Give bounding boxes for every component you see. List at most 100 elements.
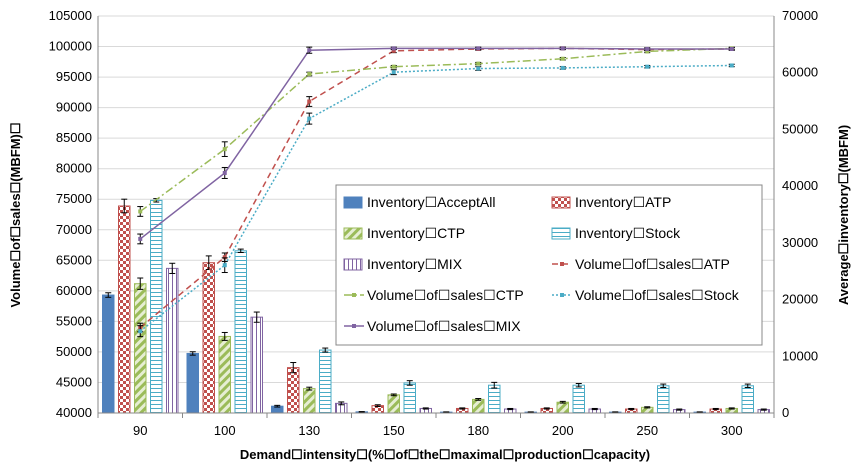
legend-swatch [343, 196, 363, 209]
data-point [307, 116, 312, 121]
bar [572, 384, 585, 414]
y-tick-label: 95000 [56, 69, 92, 84]
y-tick-label: 60000 [56, 283, 92, 298]
legend-label: Inventory☐MIX [367, 256, 463, 272]
data-point [729, 46, 734, 51]
x-tick-label: 100 [214, 423, 236, 438]
data-point [645, 64, 650, 69]
x-tick-label: 180 [467, 423, 489, 438]
bar [556, 401, 569, 414]
y-tick-label: 65000 [56, 252, 92, 267]
legend-label: Inventory☐AcceptAll [367, 194, 496, 210]
y2-tick-label: 70000 [782, 8, 818, 23]
bar [657, 385, 670, 414]
data-point [307, 48, 312, 53]
y-tick-label: 85000 [56, 130, 92, 145]
bar [234, 250, 247, 414]
axes: 40000 45000 50000 55000 60000 65000 70000 75000… [49, 8, 819, 438]
legend-marker [352, 324, 356, 328]
lines [137, 46, 735, 338]
bar [118, 205, 131, 414]
y2-tick-label: 60000 [782, 65, 818, 80]
x-tick-label: 300 [721, 423, 743, 438]
y-tick-label: 40000 [56, 405, 92, 420]
data-point [307, 72, 312, 77]
y2-axis-title: Average☐inventory☐(MBFM) [836, 125, 851, 305]
data-point [476, 46, 481, 51]
y2-tick-label: 40000 [782, 178, 818, 193]
y2-tick-label: 50000 [782, 121, 818, 136]
bar [287, 367, 300, 414]
data-point [645, 49, 650, 54]
legend-marker [352, 293, 356, 297]
data-point [391, 48, 396, 53]
legend-swatch [551, 227, 571, 240]
legend-marker [560, 293, 564, 297]
legend-swatch [343, 227, 363, 240]
y-tick-label: 50000 [56, 344, 92, 359]
y-tick-label: 75000 [56, 191, 92, 206]
legend-label: Inventory☐Stock [575, 225, 681, 241]
data-point [645, 46, 650, 51]
data-point [138, 209, 143, 214]
x-tick-label: 150 [383, 423, 405, 438]
bar [387, 394, 400, 414]
series-line [139, 47, 732, 213]
y2-tick-label: 30000 [782, 235, 818, 250]
data-point [222, 170, 227, 175]
legend-swatch [551, 196, 571, 209]
data-point [222, 263, 227, 268]
x-tick-label: 200 [552, 423, 574, 438]
y-tick-label: 90000 [56, 100, 92, 115]
data-point [222, 255, 227, 260]
data-point [476, 66, 481, 71]
y2-tick-label: 10000 [782, 348, 818, 363]
legend-box [335, 184, 763, 346]
legend-label: Inventory☐CTP [367, 225, 465, 241]
bar [186, 352, 199, 414]
legend-label: Volume☐of☐sales☐ATP [575, 256, 730, 272]
data-point [729, 63, 734, 68]
bar [202, 262, 215, 414]
bar [303, 388, 316, 414]
data-point [560, 65, 565, 70]
bar [319, 349, 332, 414]
y-axis-title: Volume☐of☐sales☐(MBFM)☐ [8, 122, 23, 307]
y-tick-label: 80000 [56, 161, 92, 176]
bars [102, 198, 770, 414]
legend: Inventory☐AcceptAll Inventory☐ATP Inventor… [335, 184, 763, 346]
y2-tick-label: 20000 [782, 292, 818, 307]
data-point [391, 70, 396, 75]
data-point [391, 64, 396, 69]
bar [741, 385, 754, 414]
x-tick-label: 250 [636, 423, 658, 438]
legend-label: Volume☐of☐sales☐Stock [575, 287, 740, 303]
bar [134, 283, 147, 414]
legend-swatch [343, 258, 363, 271]
series-line [139, 47, 732, 240]
bar [403, 382, 416, 414]
x-tick-label: 130 [298, 423, 320, 438]
data-point [138, 236, 143, 241]
y-tick-label: 100000 [49, 39, 92, 54]
bar [250, 316, 263, 414]
data-point [560, 46, 565, 51]
bar [102, 294, 115, 414]
data-point [307, 99, 312, 104]
legend-label: Volume☐of☐sales☐CTP [367, 287, 524, 303]
legend-marker [560, 262, 564, 266]
data-point [560, 56, 565, 61]
data-point [222, 147, 227, 152]
bar [472, 398, 485, 414]
x-tick-label: 90 [133, 423, 147, 438]
bar [166, 267, 179, 414]
y-tick-label: 55000 [56, 313, 92, 328]
y2-tick-label: 0 [782, 405, 789, 420]
data-point [138, 329, 143, 334]
y-tick-label: 70000 [56, 222, 92, 237]
y-tick-label: 105000 [49, 8, 92, 23]
bar [488, 384, 501, 414]
data-point [476, 61, 481, 66]
bar [150, 199, 163, 414]
